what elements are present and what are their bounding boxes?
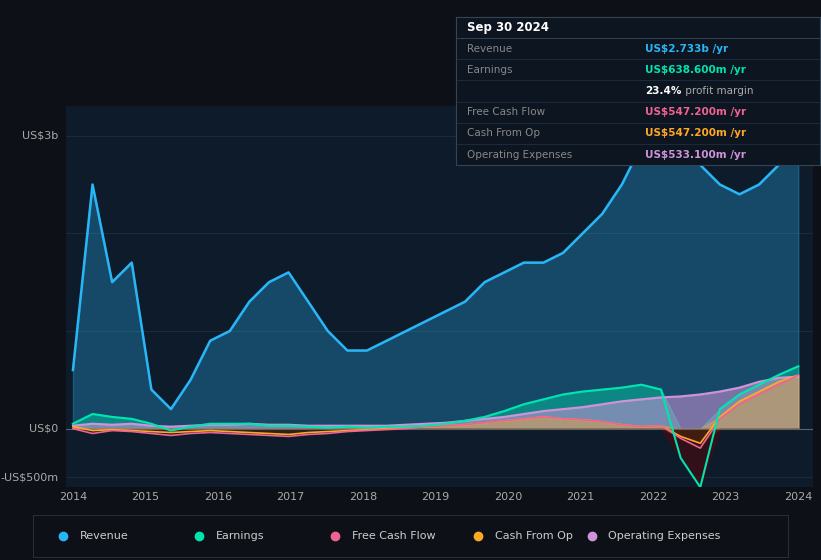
Text: US$533.100m /yr: US$533.100m /yr: [645, 150, 746, 160]
Text: US$3b: US$3b: [22, 130, 58, 141]
Text: -US$500m: -US$500m: [0, 473, 58, 482]
Text: Revenue: Revenue: [466, 44, 511, 54]
Text: 23.4%: 23.4%: [645, 86, 681, 96]
Text: Operating Expenses: Operating Expenses: [608, 531, 721, 541]
Text: US$638.600m /yr: US$638.600m /yr: [645, 65, 746, 75]
Text: Cash From Op: Cash From Op: [466, 128, 539, 138]
Text: US$0: US$0: [29, 423, 58, 433]
Text: Free Cash Flow: Free Cash Flow: [351, 531, 435, 541]
Text: US$2.733b /yr: US$2.733b /yr: [645, 44, 728, 54]
Text: profit margin: profit margin: [681, 86, 753, 96]
Text: Free Cash Flow: Free Cash Flow: [466, 107, 544, 117]
Text: US$547.200m /yr: US$547.200m /yr: [645, 107, 746, 117]
Text: Revenue: Revenue: [80, 531, 128, 541]
Text: Operating Expenses: Operating Expenses: [466, 150, 572, 160]
Text: Sep 30 2024: Sep 30 2024: [466, 21, 548, 34]
Text: US$547.200m /yr: US$547.200m /yr: [645, 128, 746, 138]
Text: Earnings: Earnings: [466, 65, 512, 75]
Text: Cash From Op: Cash From Op: [495, 531, 573, 541]
Text: Earnings: Earnings: [216, 531, 264, 541]
